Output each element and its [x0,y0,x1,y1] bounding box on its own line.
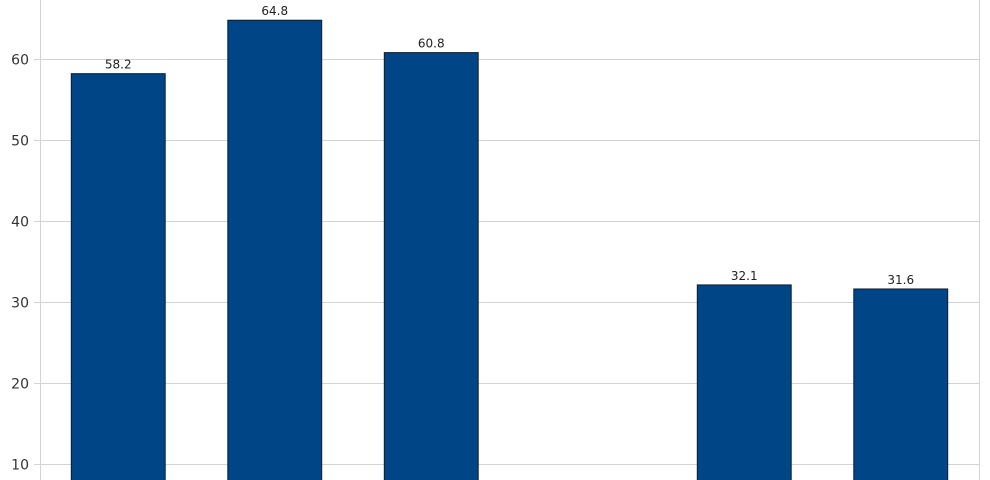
gridlines [40,59,979,465]
bar [70,73,166,480]
bar-value-label: 58.2 [105,58,132,72]
bar-value-label: 32.1 [731,269,758,283]
bar [696,284,792,480]
data-labels: 58.2 64.8 60.8 32.1 31.6 [105,4,914,287]
y-axis-ticks: 10 20 30 40 50 60 [11,53,40,474]
bars [70,19,949,480]
y-tick-label: 10 [11,458,29,474]
y-tick-label: 30 [11,296,29,312]
bar [383,52,479,480]
bar [227,19,323,480]
bar-value-label: 31.6 [887,273,914,287]
bar-value-label: 60.8 [418,37,445,51]
y-tick-label: 20 [11,377,29,393]
bar [853,288,949,480]
bar-value-label: 64.8 [261,4,288,18]
plot-area [40,0,979,480]
y-tick-label: 40 [11,215,29,231]
y-tick-label: 50 [11,134,29,150]
y-tick-label: 60 [11,53,29,69]
